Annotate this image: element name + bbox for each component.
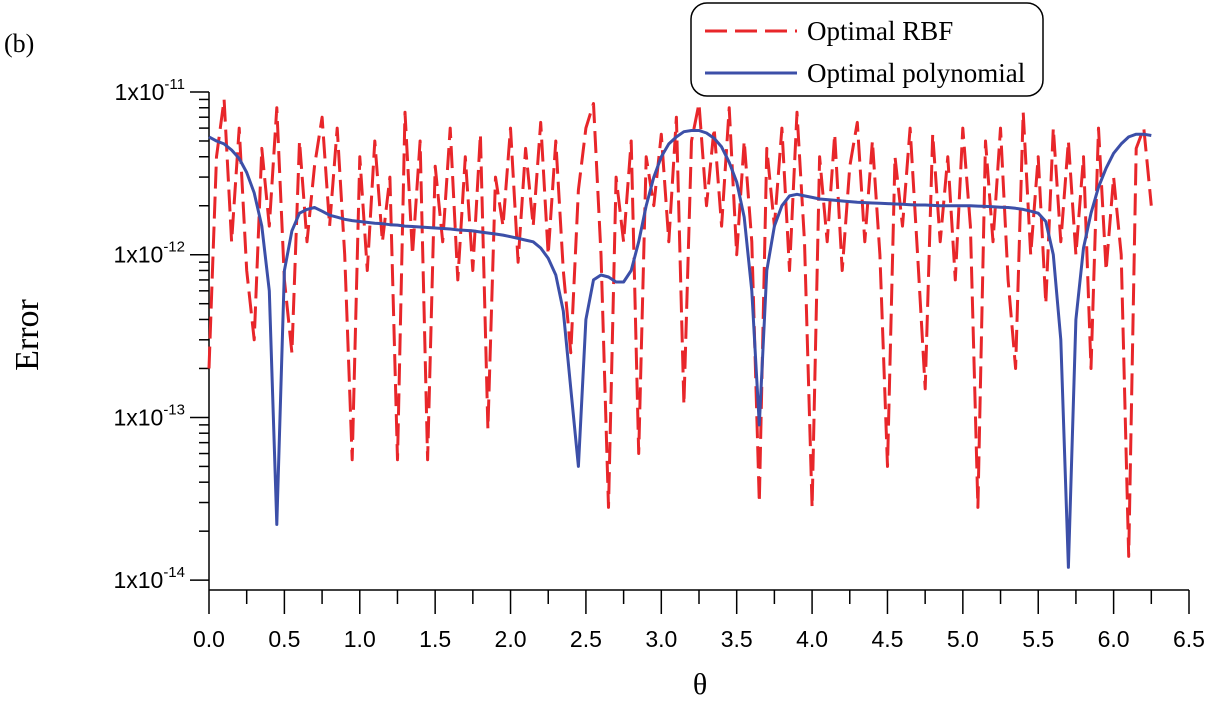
y-tick-label: 1x10-14 (113, 564, 185, 593)
x-tick-label: 3.5 (721, 626, 753, 652)
x-tick-label: 2.5 (570, 626, 602, 652)
panel-label: (b) (4, 29, 34, 58)
x-tick-label: 0.5 (268, 626, 300, 652)
y-axis-title: Error (9, 298, 46, 370)
x-tick-label: 1.0 (344, 626, 376, 652)
x-tick-label: 4.5 (871, 626, 903, 652)
y-tick-exponent: -13 (163, 401, 185, 418)
x-tick-label: 6.5 (1173, 626, 1205, 652)
y-tick-mantissa: 1x10 (113, 404, 163, 430)
x-tick-label: 6.0 (1098, 626, 1130, 652)
y-tick-mantissa: 1x10 (113, 567, 163, 593)
y-tick-mantissa: 1x10 (113, 242, 163, 268)
y-tick-exponent: -12 (163, 239, 185, 256)
x-tick-label: 2.0 (495, 626, 527, 652)
series-line (208, 129, 1152, 569)
y-tick-exponent: -11 (164, 76, 185, 93)
x-tick-label: 3.0 (645, 626, 677, 652)
series-line (207, 97, 1153, 558)
y-tick-label: 1x10-12 (113, 239, 185, 268)
y-tick-mantissa: 1x10 (115, 79, 165, 105)
x-tick-label: 5.0 (947, 626, 979, 652)
y-tick-exponent: -14 (163, 564, 185, 581)
y-tick-label: 1x10-13 (113, 401, 185, 430)
x-tick-label: 4.0 (796, 626, 828, 652)
y-tick-label: 1x10-11 (115, 76, 185, 105)
x-tick-label: 5.5 (1022, 626, 1054, 652)
x-axis-title: θ (693, 668, 707, 701)
x-tick-label: 0.0 (193, 626, 225, 652)
legend-label: Optimal polynomial (807, 58, 1025, 88)
legend-label: Optimal RBF (807, 16, 953, 46)
x-tick-label: 1.5 (419, 626, 451, 652)
